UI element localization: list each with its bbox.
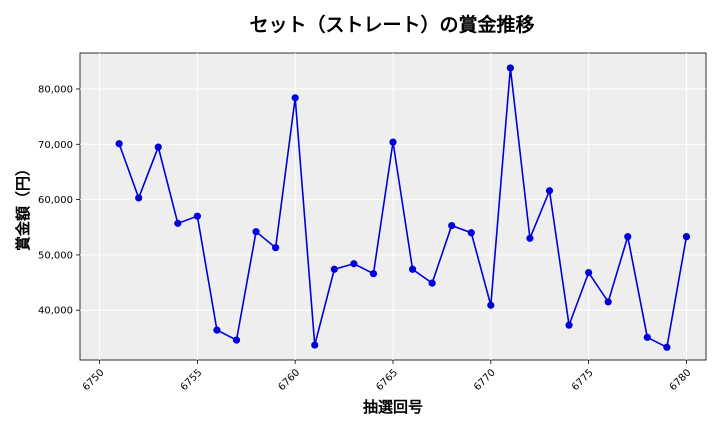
data-point	[487, 301, 495, 309]
data-point	[174, 219, 182, 227]
data-point	[545, 187, 554, 195]
data-point	[272, 244, 280, 252]
x-tick-label: 6780	[668, 367, 694, 393]
x-tick-label: 6760	[276, 367, 302, 393]
data-point	[467, 229, 475, 237]
y-tick-label: 40,000	[38, 306, 73, 317]
data-point	[115, 140, 123, 148]
data-points	[115, 64, 691, 351]
data-point	[526, 234, 534, 242]
data-point	[682, 233, 691, 241]
y-tick-label: 60,000	[38, 195, 73, 206]
data-point	[585, 269, 593, 277]
data-point	[408, 265, 417, 273]
data-point	[330, 265, 338, 273]
x-tick-label: 6755	[179, 367, 205, 393]
data-point	[389, 138, 397, 146]
data-point	[350, 260, 358, 268]
data-point	[369, 270, 378, 278]
x-tick-label: 6775	[570, 367, 596, 393]
data-point	[193, 212, 201, 220]
data-point	[428, 279, 436, 287]
chart-title: セット（ストレート）の賞金推移	[249, 13, 534, 36]
data-point	[213, 326, 221, 334]
y-axis-label: 賞金額（円）	[14, 161, 32, 251]
data-point	[135, 194, 143, 202]
series-line	[118, 67, 688, 349]
data-point	[252, 228, 260, 236]
data-point	[643, 333, 651, 341]
y-tick-label: 50,000	[38, 250, 73, 261]
x-tick-label: 6770	[472, 367, 498, 393]
data-point	[663, 343, 671, 351]
data-point	[291, 94, 299, 102]
x-axis-label: 抽選回号	[363, 398, 423, 416]
data-point	[565, 321, 573, 329]
x-tick-label: 6750	[81, 367, 107, 393]
data-point	[624, 233, 632, 241]
data-point	[448, 221, 456, 230]
data-point	[154, 143, 162, 151]
data-point	[604, 298, 612, 306]
x-tick-label: 6765	[374, 367, 400, 393]
y-tick-label: 70,000	[38, 140, 73, 151]
data-point	[311, 341, 319, 349]
grid-lines	[80, 53, 706, 360]
data-point	[232, 336, 241, 344]
y-tick-label: 80,000	[38, 84, 73, 95]
data-point	[506, 64, 514, 72]
